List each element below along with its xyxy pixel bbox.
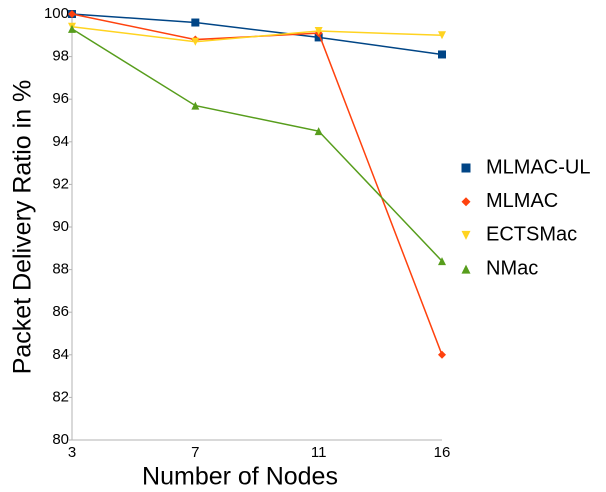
series-line (71, 26, 443, 43)
data-point (191, 37, 200, 46)
x-tick-label: 3 (68, 444, 76, 461)
y-tick-label: 100 (44, 5, 69, 22)
legend-marker (461, 264, 471, 274)
y-tick-label: 98 (52, 48, 69, 65)
y-tick-label: 88 (52, 261, 69, 278)
data-point (438, 31, 446, 40)
legend-label: NMac (486, 257, 538, 279)
y-tick-label: 90 (52, 218, 69, 235)
y-tick-label: 86 (52, 303, 69, 320)
data-point (68, 24, 76, 33)
legend-label: MLMAC-UL (486, 156, 590, 178)
y-tick-label: 84 (52, 346, 69, 363)
x-tick-label: 7 (191, 444, 199, 461)
data-point (314, 127, 323, 136)
x-axis-title: Number of Nodes (142, 463, 338, 491)
y-tick-label: 92 (52, 175, 69, 192)
y-axis-title: Packet Delivery Ratio in % (9, 80, 37, 375)
data-point (191, 18, 200, 27)
x-tick-label: 11 (311, 444, 327, 461)
legend-marker (461, 230, 471, 240)
series-line (71, 13, 443, 56)
y-tick-label: 94 (52, 133, 69, 150)
y-tick-label: 82 (52, 388, 69, 405)
data-point (68, 10, 76, 18)
y-tick-label: 96 (52, 90, 69, 107)
data-point (438, 257, 446, 266)
legend-marker (461, 163, 471, 173)
legend-label: MLMAC (486, 190, 558, 212)
y-tick-label: 80 (52, 431, 69, 448)
series-line (71, 13, 443, 356)
data-point (314, 27, 323, 36)
legend-label: ECTSMac (486, 224, 577, 246)
data-point (438, 50, 446, 59)
legend-marker (461, 197, 471, 207)
data-point (191, 101, 200, 110)
data-point (438, 350, 446, 359)
series-line (71, 28, 443, 262)
x-tick-label: 16 (434, 444, 451, 461)
